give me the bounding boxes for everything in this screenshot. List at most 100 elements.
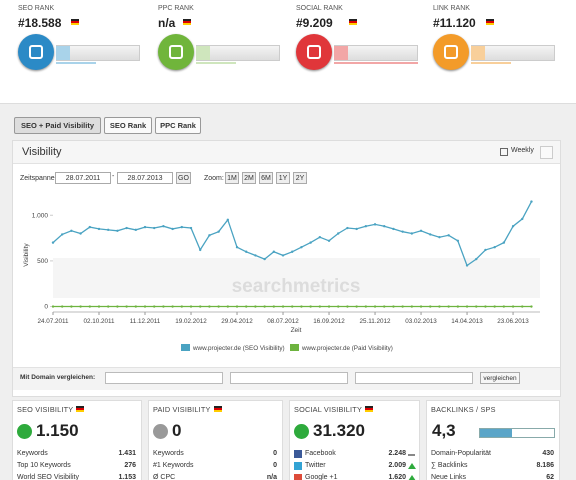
rank-value: #18.588 (18, 16, 62, 30)
rank-label: LINK RANK (433, 5, 470, 12)
flag-icon (349, 19, 357, 25)
data-point (337, 232, 340, 235)
data-point (254, 254, 257, 257)
compare-input[interactable] (230, 372, 348, 384)
data-point (429, 233, 432, 236)
data-point (281, 254, 285, 257)
date-to-input[interactable]: 28.07.2013 (117, 172, 173, 184)
rank-icon (158, 34, 194, 70)
data-point (162, 305, 165, 308)
stat-row-label: Keywords (153, 450, 184, 457)
data-point (309, 241, 312, 244)
data-point (116, 229, 119, 232)
tab-button[interactable]: PPC Rank (155, 117, 201, 134)
social-icon (294, 450, 302, 458)
interval-button[interactable]: Weekly (511, 147, 534, 154)
data-point (235, 305, 239, 308)
data-point (475, 257, 478, 261)
rank-bar-fill (56, 46, 70, 60)
data-point (235, 245, 239, 249)
data-point (521, 217, 524, 221)
social-icon (294, 474, 302, 480)
rank-bar-fill (471, 46, 485, 60)
x-tick-label: 29.04.2012 (221, 318, 253, 325)
data-point (484, 305, 487, 308)
data-point (447, 305, 450, 308)
data-point (88, 305, 92, 308)
stat-row-value: 1.431 (118, 450, 136, 457)
data-point (291, 250, 294, 253)
data-point (383, 225, 386, 228)
data-point (383, 305, 386, 308)
data-point (245, 250, 248, 253)
stat-row-label: Twitter (305, 462, 326, 469)
stat-row-value: 1.153 (118, 474, 136, 480)
zoom-button[interactable]: 6M (259, 172, 273, 184)
data-point (502, 241, 506, 244)
date-from-input[interactable]: 28.07.2011 (55, 172, 111, 184)
data-point (327, 239, 331, 243)
sps-bar (479, 428, 555, 438)
tab-button[interactable]: SEO Rank (104, 117, 152, 134)
range-label: Zeitspanne: (20, 175, 57, 182)
data-point (465, 305, 469, 308)
rank-bar-line (56, 62, 96, 64)
rank-value: n/a (158, 16, 176, 30)
data-point (171, 227, 174, 231)
data-point (208, 305, 211, 308)
plot-band (53, 258, 540, 298)
data-point (180, 305, 184, 308)
data-point (107, 228, 110, 232)
go-button[interactable]: GO (176, 172, 191, 184)
x-tick-label: 03.02.2013 (405, 318, 437, 325)
stat-row-label: Ø CPC (153, 474, 176, 480)
stat-value: 1.150 (36, 421, 79, 440)
compare-button[interactable]: vergleichen (480, 372, 520, 384)
data-point (70, 229, 73, 232)
data-point (429, 305, 432, 308)
data-point (199, 305, 202, 308)
data-point (410, 305, 414, 308)
zoom-button[interactable]: 2M (242, 172, 256, 184)
social-icon (294, 462, 302, 470)
flag-icon (76, 406, 84, 412)
flag-icon (365, 406, 373, 412)
data-point (419, 305, 423, 308)
trend-icon (294, 424, 309, 439)
data-point (530, 305, 533, 308)
data-point (291, 305, 294, 308)
data-point (493, 245, 496, 249)
compare-input[interactable] (105, 372, 223, 384)
data-point (281, 305, 285, 308)
x-tick-label: 11.12.2011 (130, 318, 161, 325)
data-point (410, 232, 414, 235)
zoom-button[interactable]: 1M (225, 172, 239, 184)
stat-value: 4,3 (432, 421, 456, 440)
data-point (116, 305, 119, 308)
x-tick-label: 08.07.2012 (267, 318, 299, 325)
flag-icon (214, 406, 222, 412)
expand-button[interactable] (540, 146, 553, 159)
stat-row-label: Top 10 Keywords (17, 462, 71, 469)
rank-bar-line (334, 62, 418, 64)
tab-button[interactable]: SEO + Paid Visibility (14, 117, 101, 134)
flag-icon (183, 19, 191, 25)
zoom-button[interactable]: 1Y (276, 172, 290, 184)
data-point (447, 234, 450, 237)
data-point (153, 305, 156, 308)
data-point (125, 305, 128, 308)
rank-bar-fill (334, 46, 348, 60)
panel-header (13, 141, 560, 164)
data-point (300, 305, 303, 308)
data-point (309, 305, 312, 308)
data-point (162, 225, 165, 228)
stat-row-value: n/a (266, 474, 277, 480)
trend-marker (408, 475, 416, 480)
compare-input[interactable] (355, 372, 473, 384)
data-point (419, 229, 423, 232)
data-point (254, 305, 257, 308)
x-tick-label: 19.02.2012 (175, 318, 207, 325)
zoom-button[interactable]: 2Y (293, 172, 307, 184)
data-point (61, 233, 64, 236)
